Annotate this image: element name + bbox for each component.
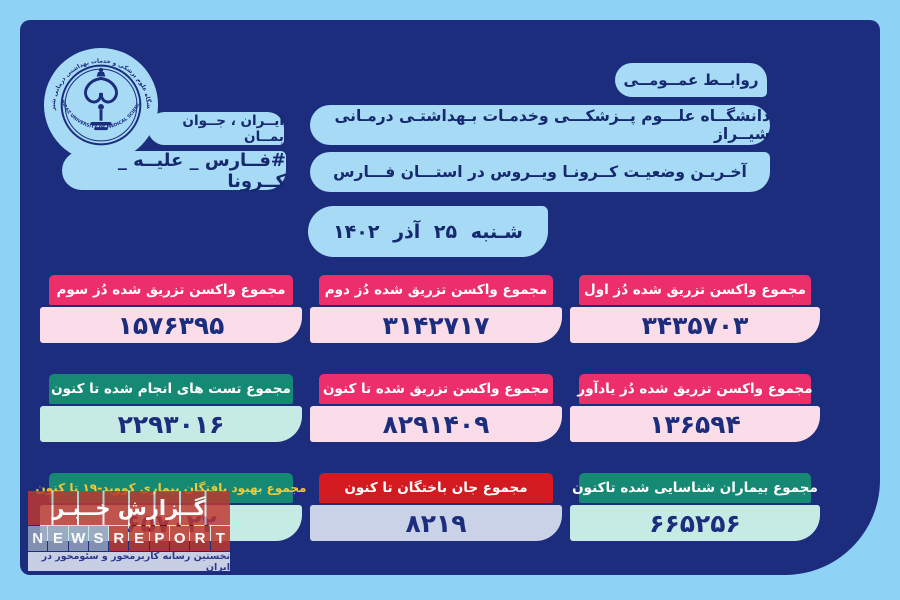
stat-value: ۸۲۹۱۴۰۹ <box>310 406 562 442</box>
stats-grid: مجموع واکسن تزریق شده دُز اول ۳۴۳۵۷۰۳ مج… <box>36 275 820 541</box>
public-relations-pill: روابــط عمــومــی <box>615 63 767 97</box>
newsreport-watermark: گــزارش خــبـر N E W S R E P O R T نخستی… <box>28 491 230 573</box>
stat-label: مجموع واکسن تزریق شده دُز دوم <box>319 275 553 305</box>
stat-label: مجموع واکسن تزریق شده دُز اول <box>579 275 811 305</box>
stat-card-booster: مجموع واکسن تزریق شده دُز یادآور ۱۳۶۵۹۴ <box>570 374 820 442</box>
watermark-latin-logo: N E W S R E P O R T <box>28 526 230 551</box>
stat-label: مجموع واکسن تزریق شده دُز سوم <box>49 275 293 305</box>
stat-value: ۱۵۷۶۳۹۵ <box>40 307 302 343</box>
watermark-tile: E <box>129 526 149 551</box>
stat-value: ۱۳۶۵۹۴ <box>570 406 820 442</box>
university-name-pill: دانشگــاه علـــوم پــزشکـــی وخدمـات بـه… <box>310 105 770 145</box>
caduceus-lamp-icon <box>84 67 118 131</box>
stat-label: مجموع جان باختگان تا کنون <box>319 473 553 503</box>
watermark-tile: W <box>68 526 88 551</box>
stat-label: مجموع تست های انجام شده تا کنون <box>49 374 293 404</box>
stat-card-deaths: مجموع جان باختگان تا کنون ۸۲۱۹ <box>310 473 562 541</box>
stat-value: ۲۲۹۳۰۱۶ <box>40 406 302 442</box>
watermark-tile: R <box>109 526 129 551</box>
stat-card-dose2: مجموع واکسن تزریق شده دُز دوم ۳۱۴۲۷۱۷ <box>310 275 562 343</box>
watermark-tile: T <box>210 526 230 551</box>
stat-label: مجموع واکسن تزریق شده دُز یادآور <box>577 374 813 404</box>
hashtag-pill: #فــارس _ علیــه _ کــرونا <box>62 150 286 192</box>
stat-value: ۶۶۵۲۵۶ <box>570 505 820 541</box>
stat-card-dose3: مجموع واکسن تزریق شده دُز سوم ۱۵۷۶۳۹۵ <box>40 275 302 343</box>
watermark-tile: P <box>149 526 170 551</box>
stat-card-dose1: مجموع واکسن تزریق شده دُز اول ۳۴۳۵۷۰۳ <box>570 275 820 343</box>
stat-card-total-vaccines: مجموع واکسن تزریق شده تا کنون ۸۲۹۱۴۰۹ <box>310 374 562 442</box>
watermark-tile: R <box>190 526 210 551</box>
watermark-persian-logo: گــزارش خــبـر <box>28 491 230 525</box>
watermark-tile: E <box>48 526 68 551</box>
stat-value: ۳۱۴۲۷۱۷ <box>310 307 562 343</box>
date-pill: شـنبه ۲۵ آذر ۱۴۰۲ <box>308 206 548 257</box>
stat-value: ۸۲۱۹ <box>310 505 562 541</box>
stat-label: مجموع بیماران شناسایی شده تاکنون <box>572 473 818 503</box>
watermark-tile: S <box>88 526 109 551</box>
watermark-tagline: نخستین رسانه کاربرمحور و سئومحور در ایرا… <box>28 551 230 573</box>
watermark-tile: O <box>170 526 190 551</box>
stat-label: مجموع واکسن تزریق شده تا کنون <box>319 374 553 404</box>
watermark-tile: N <box>28 526 48 551</box>
stat-card-tests: مجموع تست های انجام شده تا کنون ۲۲۹۳۰۱۶ <box>40 374 302 442</box>
slogan-pill: ایــران ، جــوان بمــان <box>148 112 284 145</box>
stat-value: ۳۴۳۵۷۰۳ <box>570 307 820 343</box>
university-logo: دانشگاه علوم پزشکی و خدمات بهداشتی درمان… <box>42 46 159 163</box>
stat-card-identified: مجموع بیماران شناسایی شده تاکنون ۶۶۵۲۵۶ <box>570 473 820 541</box>
status-title-pill: آخـریـن وضعیـت کــرونـا ویــروس در استــ… <box>310 152 770 192</box>
